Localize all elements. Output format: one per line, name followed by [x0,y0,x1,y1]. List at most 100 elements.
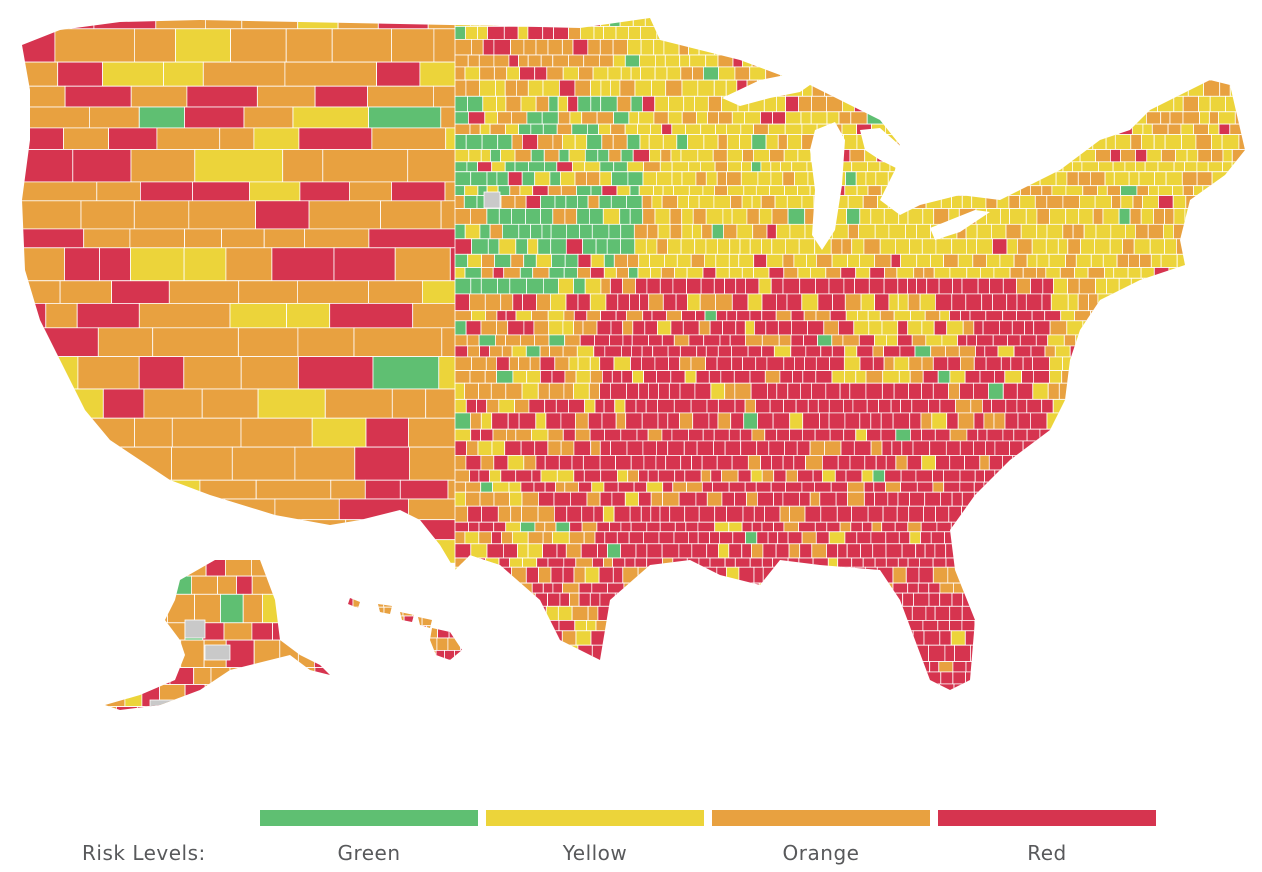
county [1105,398,1119,414]
county [571,671,588,685]
county [388,659,398,660]
county [1254,124,1262,134]
county [454,161,468,173]
county [866,66,883,81]
county [578,582,593,594]
county [940,134,953,150]
county [22,149,74,183]
county [1041,293,1052,312]
county [756,630,774,646]
county [887,644,902,662]
county [236,575,253,595]
county [901,440,914,456]
county [773,25,786,40]
county [528,683,546,690]
county [1207,630,1222,646]
county [1048,531,1066,545]
county [664,54,680,68]
county [606,238,621,255]
county [819,592,837,607]
county [1141,134,1155,150]
county [772,630,785,646]
county [921,111,934,125]
county [1094,505,1107,523]
county [751,644,766,662]
county [978,134,990,150]
county [383,598,395,608]
county [968,111,979,125]
county [1193,185,1204,196]
county [1179,454,1197,471]
county [527,79,544,97]
county [102,61,164,87]
county [1045,238,1059,255]
county [806,253,817,268]
county [698,505,716,523]
county [353,606,367,617]
county [1009,440,1024,456]
county [436,637,449,651]
county [865,566,878,584]
county [1158,469,1169,483]
county [521,382,539,400]
county [1086,356,1100,371]
county [749,582,760,594]
county [351,637,361,651]
county [810,267,827,279]
county [1108,630,1123,646]
county [620,521,632,533]
county [1002,310,1018,322]
county [807,398,819,414]
county [728,481,746,493]
county [1169,111,1184,125]
county [467,345,481,358]
county [45,302,78,329]
county [716,310,728,322]
county [1107,521,1126,533]
county [1112,356,1130,371]
county [1118,208,1131,225]
county [527,54,542,68]
county [1079,543,1095,559]
county [660,18,677,27]
county [980,707,990,723]
county [757,171,772,187]
county [1095,149,1111,163]
county [699,566,718,584]
county [1242,39,1245,56]
county [967,521,983,533]
county [640,707,654,723]
county [1114,481,1132,493]
county [1030,491,1043,507]
county [741,18,755,27]
county [784,185,798,196]
county [448,625,461,639]
county [1036,223,1048,240]
great-lakes [722,72,990,250]
county [1202,428,1215,442]
county [1056,481,1072,493]
county [751,428,766,442]
county [263,228,306,249]
county [1197,398,1211,414]
county [515,671,530,685]
county [454,171,472,187]
county [870,412,882,430]
county [596,320,612,336]
county [805,345,822,358]
county [480,428,494,442]
county [22,18,95,30]
county [975,66,992,81]
county [661,428,673,442]
county [820,630,831,646]
county [1150,18,1167,27]
county [1018,543,1030,559]
county [1078,134,1094,150]
county [948,382,960,400]
county [785,238,800,255]
county [468,149,482,163]
county [938,79,953,97]
county [683,605,694,621]
county [711,18,723,27]
county [701,223,713,240]
